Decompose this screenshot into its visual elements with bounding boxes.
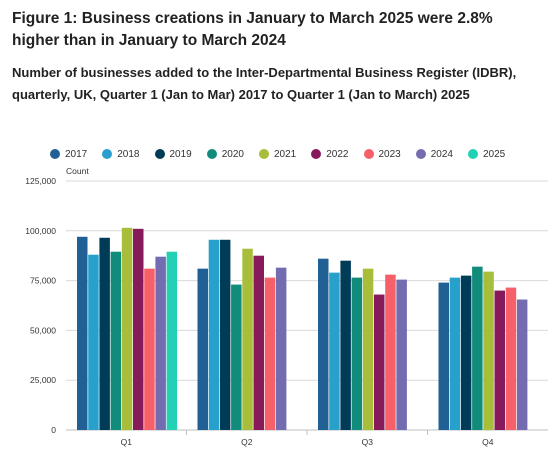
y-axis-label: Count: [66, 166, 89, 176]
legend-item-2019: 2019: [154, 148, 192, 160]
bar-2021-Q2: [242, 248, 253, 430]
bar-2019-Q4: [460, 275, 472, 430]
legend-item-2018: 2018: [102, 148, 140, 160]
legend-swatch: [206, 149, 217, 159]
bar-2024-Q3: [396, 279, 407, 430]
legend-swatch: [259, 149, 269, 159]
legend-item-2017: 2017: [50, 149, 87, 160]
legend-swatch: [102, 149, 113, 159]
bar-2022-Q3: [374, 294, 385, 430]
bar-2019-Q2: [219, 239, 231, 430]
legend-swatch: [468, 149, 478, 159]
legend-item-2025: 2025: [468, 149, 505, 160]
bar-2021-Q4: [483, 271, 494, 430]
bar-2020-Q3: [351, 277, 363, 430]
y-tick-label: 125,000: [25, 176, 56, 186]
y-tick-label: 100,000: [25, 226, 56, 236]
bar-2020-Q4: [472, 266, 483, 430]
bar-2019-Q1: [99, 237, 110, 430]
x-tick-label: Q3: [362, 437, 374, 447]
legend-item-2023: 2023: [363, 148, 401, 160]
chart-legend: 2017 2018 2019 2020 2021 2022 2023 2024 2025: [50, 145, 550, 163]
figure-subtitle: Number of businesses added to the Inter-…: [12, 65, 517, 102]
bar-2024-Q2: [275, 267, 287, 430]
legend-item-2022: 2022: [311, 148, 349, 160]
legend-label: 2018: [117, 148, 140, 160]
y-tick-label: 25,000: [30, 375, 56, 385]
bar-2022-Q1: [133, 228, 144, 430]
bar-2020-Q1: [110, 251, 122, 430]
legend-swatch: [415, 149, 426, 159]
bar-2023-Q3: [385, 274, 396, 430]
legend-label: 2017: [65, 148, 88, 160]
legend-label: 2024: [430, 148, 453, 160]
x-tick-label: Q4: [482, 437, 494, 447]
bar-2019-Q3: [340, 260, 351, 430]
legend-swatch: [154, 149, 165, 159]
bar-2018-Q1: [88, 254, 99, 430]
bar-2024-Q1: [155, 256, 166, 430]
bar-2023-Q4: [505, 287, 517, 430]
y-tick-label: 0: [51, 425, 56, 435]
legend-swatch: [311, 149, 322, 159]
bar-2021-Q3: [362, 268, 374, 430]
x-tick-label: Q1: [121, 437, 133, 447]
legend-swatch: [363, 149, 374, 159]
bar-2023-Q1: [144, 268, 155, 430]
legend-label: 2023: [378, 148, 401, 160]
legend-label: 2025: [483, 148, 506, 160]
bar-2024-Q4: [516, 299, 528, 430]
bar-2018-Q2: [208, 239, 220, 430]
legend-label: 2022: [326, 148, 349, 160]
x-tick-label: Q2: [241, 437, 253, 447]
bar-2021-Q1: [121, 227, 133, 430]
y-tick-label: 75,000: [30, 276, 56, 286]
legend-swatch: [50, 149, 60, 159]
legend-item-2020: 2020: [206, 148, 244, 160]
y-tick-label: 50,000: [30, 325, 56, 335]
bar-2017-Q1: [77, 236, 88, 430]
legend-label: 2020: [221, 148, 244, 160]
legend-label: 2019: [169, 148, 192, 160]
bar-2022-Q2: [253, 255, 264, 430]
bar-2020-Q2: [231, 284, 242, 430]
bar-2017-Q2: [197, 268, 208, 430]
bar-2018-Q4: [449, 277, 461, 430]
bar-2023-Q2: [264, 277, 276, 430]
legend-item-2024: 2024: [415, 148, 453, 160]
bar-2017-Q3: [318, 258, 329, 430]
bar-2022-Q4: [494, 290, 505, 430]
legend-label: 2021: [274, 148, 297, 160]
bar-2018-Q3: [329, 272, 340, 430]
figure-title: Figure 1: Business creations in January …: [12, 10, 493, 49]
bar-2025-Q1: [166, 251, 178, 430]
bar-2017-Q4: [438, 282, 449, 430]
legend-item-2021: 2021: [259, 149, 296, 160]
